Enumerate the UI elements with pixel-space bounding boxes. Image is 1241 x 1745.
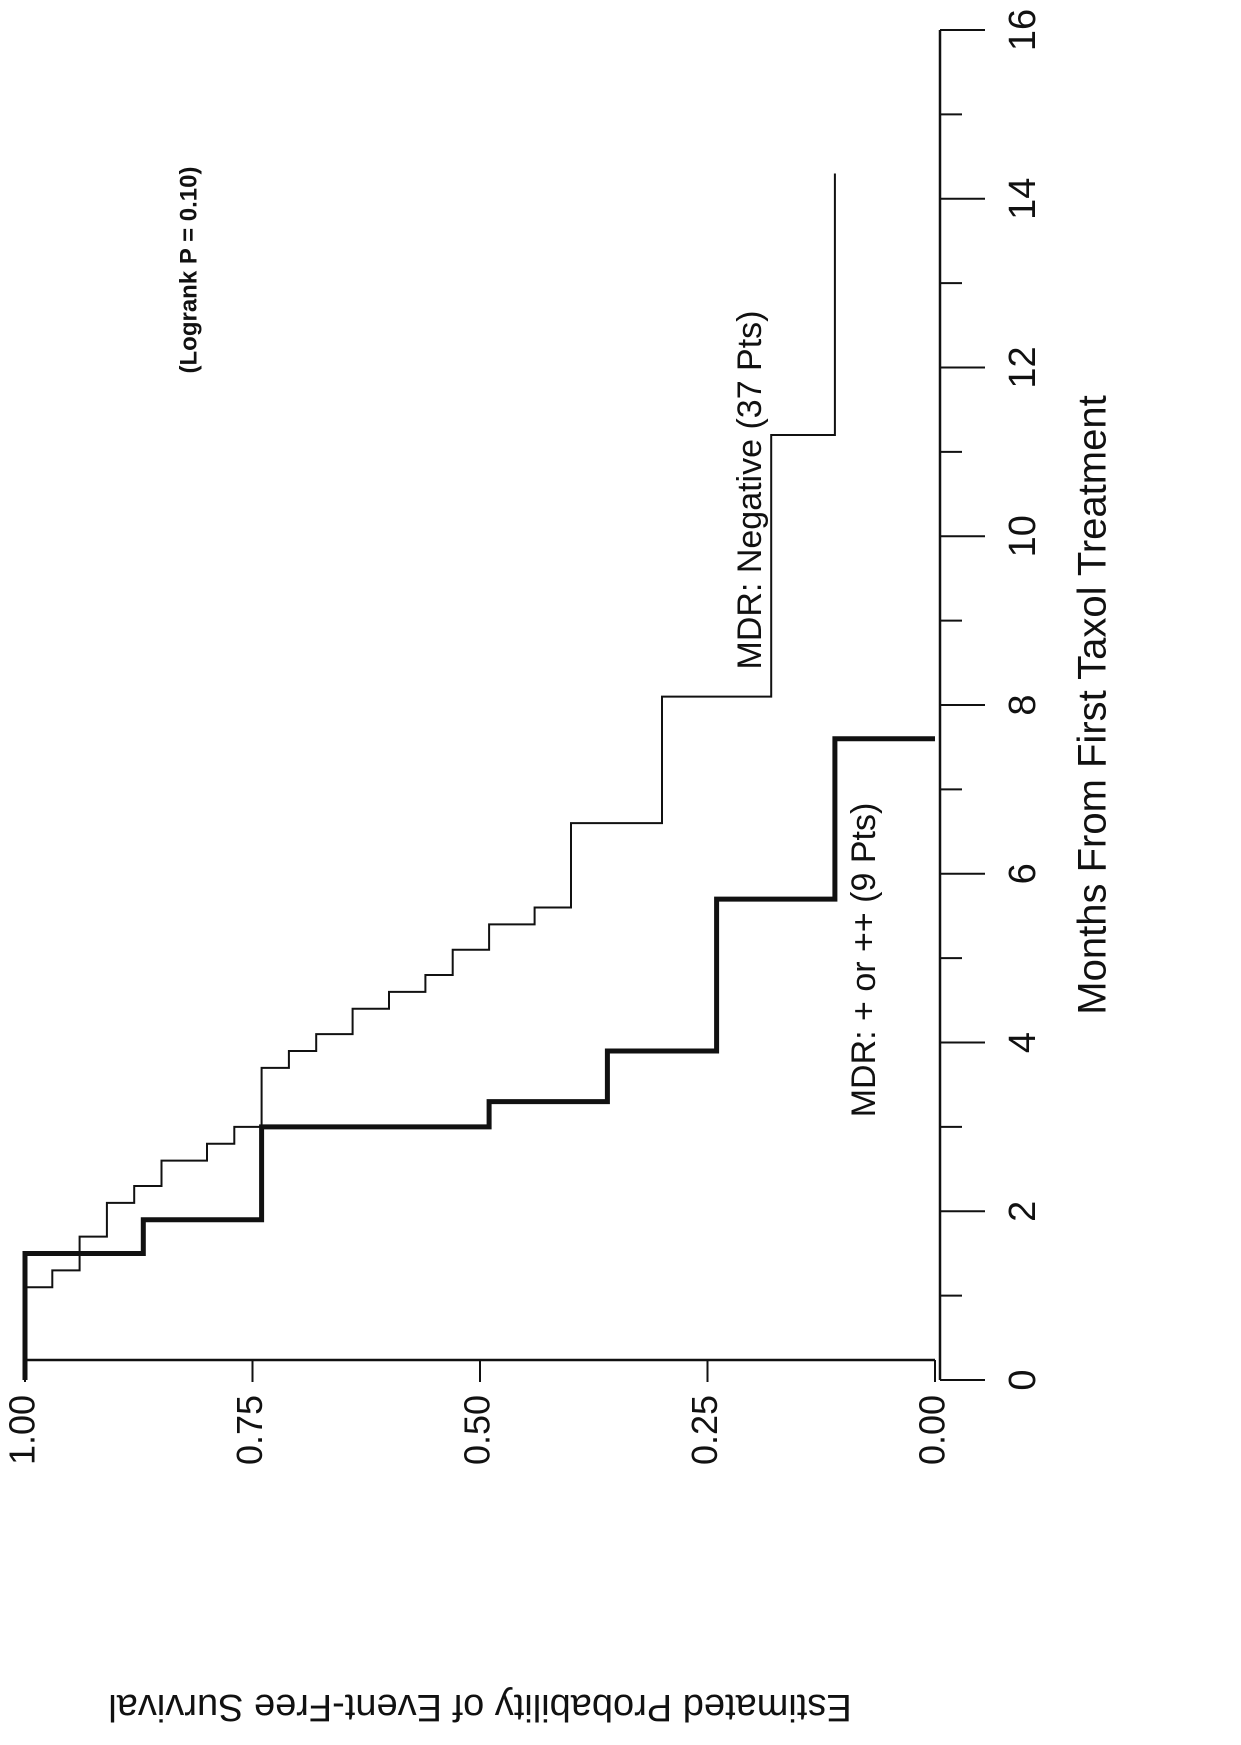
annotation: MDR: + or ++ (9 Pts) <box>845 803 883 1118</box>
x-axis-label: Months From First Taxol Treatment <box>1071 395 1115 1014</box>
x-tick-label: 10 <box>1002 515 1044 557</box>
x-tick-label: 12 <box>1002 346 1044 388</box>
x-tick-label: 16 <box>1002 9 1044 51</box>
survival-curve <box>24 173 836 1380</box>
survival-curve <box>22 736 935 1380</box>
x-tick-label: 2 <box>1002 1201 1044 1222</box>
x-tick-label: 4 <box>1002 1032 1044 1053</box>
y-tick-label: 0.75 <box>229 1395 270 1465</box>
y-tick-label: 0.50 <box>457 1395 498 1465</box>
x-tick-label: 0 <box>1002 1369 1044 1390</box>
x-tick-label: 6 <box>1002 863 1044 884</box>
y-tick-label: 0.25 <box>684 1395 725 1465</box>
annotation: (Logrank P = 0.10) <box>175 167 202 374</box>
x-tick-label: 14 <box>1002 178 1044 220</box>
y-axis-label: Estimated Probability of Event-Free Surv… <box>108 1686 851 1728</box>
x-tick-label: 8 <box>1002 694 1044 715</box>
y-tick-label: 1.00 <box>2 1395 43 1465</box>
annotation: MDR: Negative (37 Pts) <box>731 311 769 670</box>
y-tick-label: 0.00 <box>912 1395 953 1465</box>
